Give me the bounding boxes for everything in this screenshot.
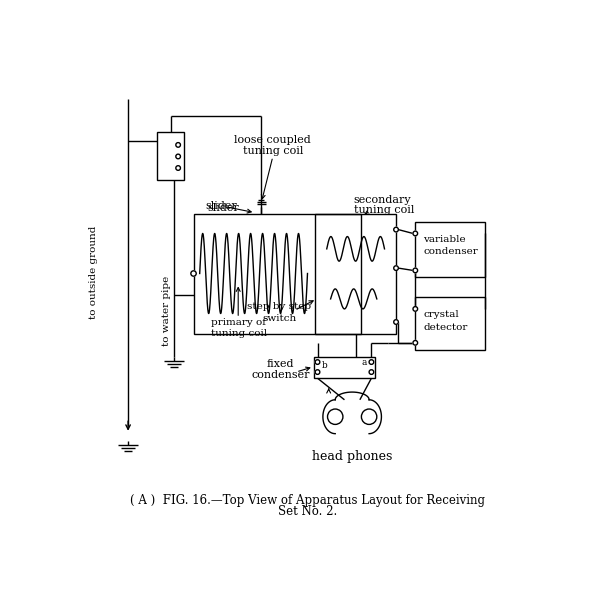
Text: to water pipe: to water pipe	[162, 275, 171, 346]
Text: condenser: condenser	[251, 370, 310, 380]
Bar	[157, 132, 184, 179]
Text: switch: switch	[262, 314, 296, 323]
Circle shape	[369, 370, 374, 374]
Text: crystal: crystal	[423, 310, 459, 319]
Circle shape	[361, 409, 377, 425]
Text: tuning coil: tuning coil	[242, 146, 303, 156]
Circle shape	[394, 266, 398, 270]
Circle shape	[394, 227, 398, 232]
Bar	[415, 297, 485, 350]
Text: slider: slider	[208, 203, 239, 213]
Bar	[315, 214, 396, 334]
Text: slider: slider	[206, 201, 238, 210]
Circle shape	[315, 370, 320, 374]
Text: tuning coil: tuning coil	[354, 205, 414, 215]
Circle shape	[413, 340, 418, 345]
Circle shape	[176, 166, 181, 170]
Text: a: a	[361, 358, 367, 367]
Circle shape	[328, 409, 343, 425]
Circle shape	[176, 142, 181, 147]
Circle shape	[191, 271, 196, 276]
Circle shape	[176, 154, 181, 159]
Bar	[314, 356, 375, 378]
Circle shape	[315, 360, 320, 364]
Text: detector: detector	[423, 323, 467, 332]
Text: condenser: condenser	[423, 248, 478, 257]
Text: variable: variable	[423, 235, 466, 244]
Text: tuning coil: tuning coil	[211, 329, 268, 338]
Text: head phones: head phones	[312, 450, 392, 463]
Text: b: b	[322, 361, 327, 370]
Circle shape	[413, 307, 418, 311]
Text: step by step: step by step	[247, 302, 311, 311]
Text: primary of: primary of	[211, 318, 266, 327]
Bar	[415, 222, 485, 277]
Circle shape	[413, 231, 418, 236]
Circle shape	[394, 320, 398, 324]
Text: loose coupled: loose coupled	[235, 135, 311, 145]
Bar	[194, 214, 361, 334]
Text: ( A )  FIG. 16.—Top View of Apparatus Layout for Receiving: ( A ) FIG. 16.—Top View of Apparatus Lay…	[130, 494, 485, 507]
Text: fixed: fixed	[267, 359, 295, 370]
Text: to outside ground: to outside ground	[89, 225, 98, 319]
Circle shape	[413, 268, 418, 273]
Circle shape	[369, 360, 374, 364]
Text: Set No. 2.: Set No. 2.	[278, 505, 337, 518]
Text: secondary: secondary	[354, 196, 412, 205]
